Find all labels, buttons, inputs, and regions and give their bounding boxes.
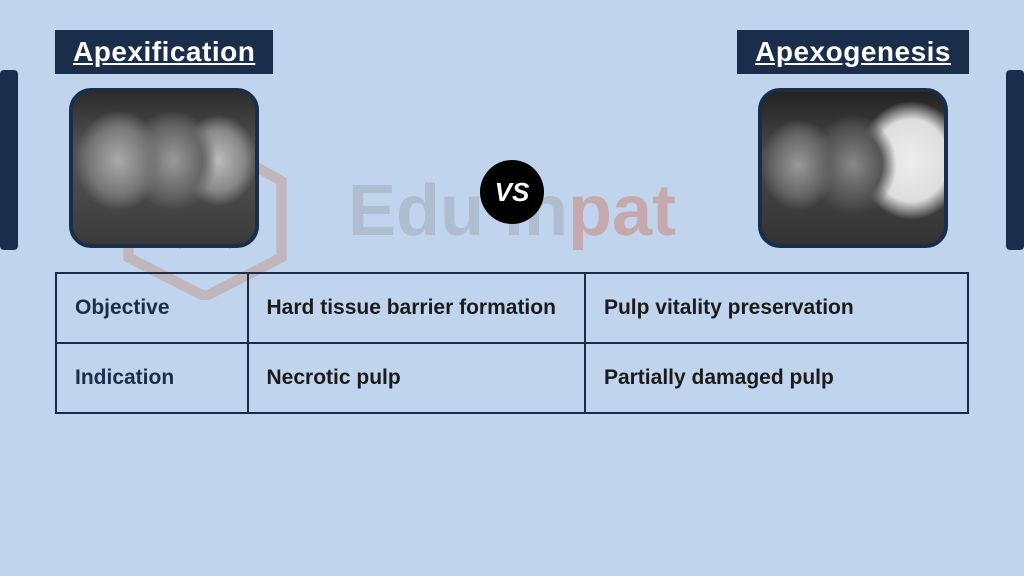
comparison-table: Objective Hard tissue barrier formation … [55, 272, 969, 414]
vs-label: VS [495, 177, 530, 208]
left-title: Apexification [55, 30, 273, 74]
table-row: Indication Necrotic pulp Partially damag… [56, 343, 968, 413]
left-term-block: Apexification [55, 30, 273, 248]
row-colA: Hard tissue barrier formation [248, 273, 585, 343]
row-label: Indication [56, 343, 248, 413]
header-row: Apexification VS Apexogenesis [55, 30, 969, 248]
right-term-block: Apexogenesis [737, 30, 969, 248]
vs-badge: VS [480, 160, 544, 224]
row-colB: Partially damaged pulp [585, 343, 968, 413]
right-title: Apexogenesis [737, 30, 969, 74]
table-row: Objective Hard tissue barrier formation … [56, 273, 968, 343]
left-xray-image [69, 88, 259, 248]
row-colA: Necrotic pulp [248, 343, 585, 413]
row-colB: Pulp vitality preservation [585, 273, 968, 343]
right-xray-image [758, 88, 948, 248]
comparison-container: Apexification VS Apexogenesis Objective … [0, 0, 1024, 454]
row-label: Objective [56, 273, 248, 343]
